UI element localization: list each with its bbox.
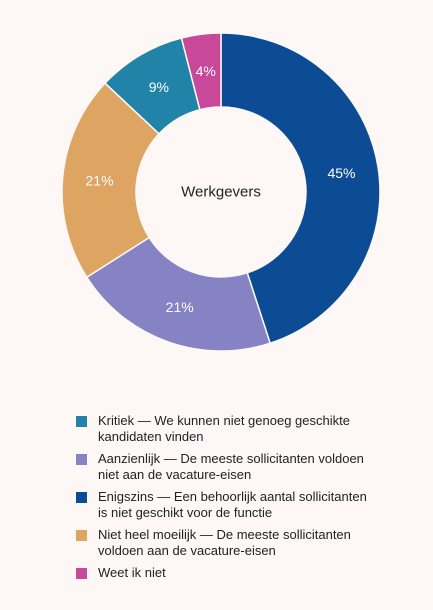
legend-item: Aanzienlijk — De meeste sollicitanten vo… — [76, 451, 376, 483]
donut-slice — [220, 32, 381, 345]
legend-label: Kritiek — We kunnen niet genoeg geschikt… — [98, 413, 350, 444]
legend-item: Weet ik niet — [76, 565, 376, 581]
legend-label: Niet heel moeilijk — De meeste sollicita… — [98, 527, 351, 558]
slice-value-label: 21% — [166, 299, 194, 315]
legend-item: Niet heel moeilijk — De meeste sollicita… — [76, 527, 376, 559]
center-label: Werkgevers — [181, 184, 261, 201]
legend-item: Kritiek — We kunnen niet genoeg geschikt… — [76, 413, 376, 445]
legend-label: Aanzienlijk — De meeste sollicitanten vo… — [98, 451, 364, 482]
donut-slices — [61, 32, 381, 352]
legend-swatch — [76, 530, 87, 541]
legend-label: Enigszins — Een behoorlijk aantal sollic… — [98, 489, 367, 520]
chart-legend: Kritiek — We kunnen niet genoeg geschikt… — [76, 413, 376, 587]
donut-chart: 45% 21% 21% 9% 4% Werkgevers — [61, 32, 381, 352]
donut-slice — [85, 236, 272, 352]
donut-slice — [180, 32, 222, 111]
slice-value-label: 9% — [149, 79, 169, 95]
slice-value-label: 21% — [86, 173, 114, 189]
donut-slice — [61, 82, 161, 279]
legend-swatch — [76, 454, 87, 465]
slice-value-label: 45% — [327, 165, 355, 181]
legend-swatch — [76, 568, 87, 579]
legend-swatch — [76, 492, 87, 503]
legend-label: Weet ik niet — [98, 565, 166, 580]
slice-value-label: 4% — [196, 63, 216, 79]
slice-labels: 45% 21% 21% 9% 4% — [86, 63, 356, 315]
legend-swatch — [76, 416, 87, 427]
legend-item: Enigszins — Een behoorlijk aantal sollic… — [76, 489, 376, 521]
